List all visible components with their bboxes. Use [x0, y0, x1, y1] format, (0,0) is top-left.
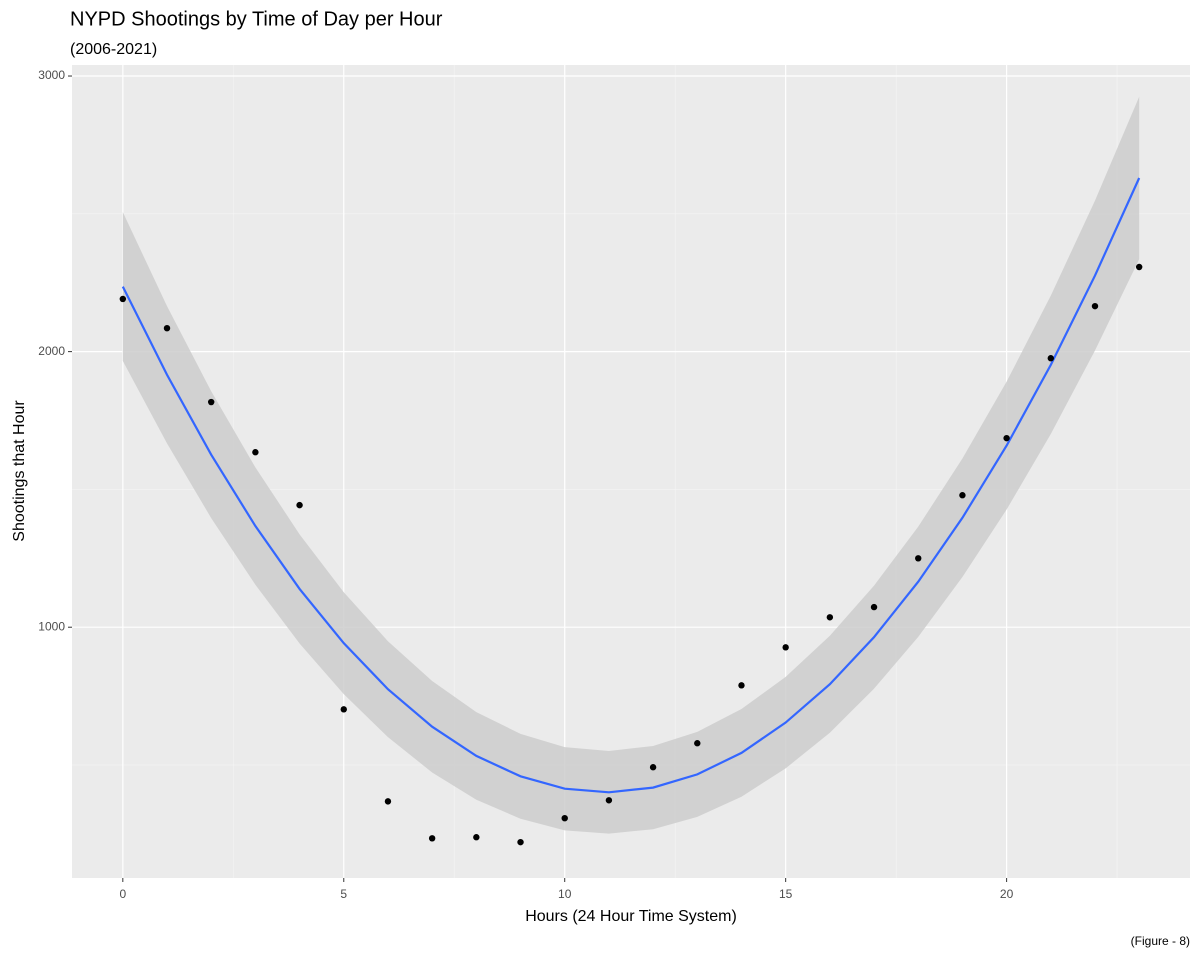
point — [473, 834, 480, 841]
point — [296, 501, 303, 509]
marks — [119, 96, 1143, 846]
point — [1091, 302, 1099, 310]
point — [119, 295, 127, 303]
y-tick-label: 1000 — [38, 619, 65, 633]
grid — [72, 65, 1190, 878]
chart-subtitle: (2006-2021) — [70, 41, 157, 58]
fit-line — [121, 177, 1141, 794]
x-tick-label: 15 — [779, 887, 793, 901]
point — [517, 838, 524, 846]
point — [561, 814, 568, 822]
caption: (Figure - 8) — [1131, 934, 1190, 948]
point — [870, 603, 878, 611]
point — [1047, 355, 1055, 362]
x-tick-label: 20 — [1000, 887, 1014, 901]
y-axis-title: Shootings that Hour — [11, 400, 28, 542]
chart-title: NYPD Shootings by Time of Day per Hour — [70, 8, 443, 30]
point — [428, 835, 436, 842]
point — [826, 614, 834, 621]
point — [649, 764, 657, 771]
point — [915, 555, 922, 562]
point — [163, 324, 171, 332]
point — [340, 706, 347, 713]
x-axis-title: Hours (24 Hour Time System) — [525, 908, 737, 925]
point — [782, 644, 789, 651]
point — [1003, 434, 1010, 442]
confidence-band — [122, 96, 1140, 834]
point — [252, 449, 259, 456]
y-tick-label: 3000 — [38, 68, 65, 82]
x-tick-label: 0 — [119, 887, 126, 901]
point — [738, 682, 745, 689]
x-tick-label: 5 — [340, 887, 347, 901]
point — [207, 398, 215, 406]
y-tick-label: 2000 — [38, 344, 65, 358]
x-tick-label: 10 — [558, 887, 572, 901]
point — [1135, 263, 1143, 271]
point — [694, 740, 701, 747]
point — [384, 798, 392, 805]
point — [605, 797, 613, 804]
point — [959, 492, 966, 499]
